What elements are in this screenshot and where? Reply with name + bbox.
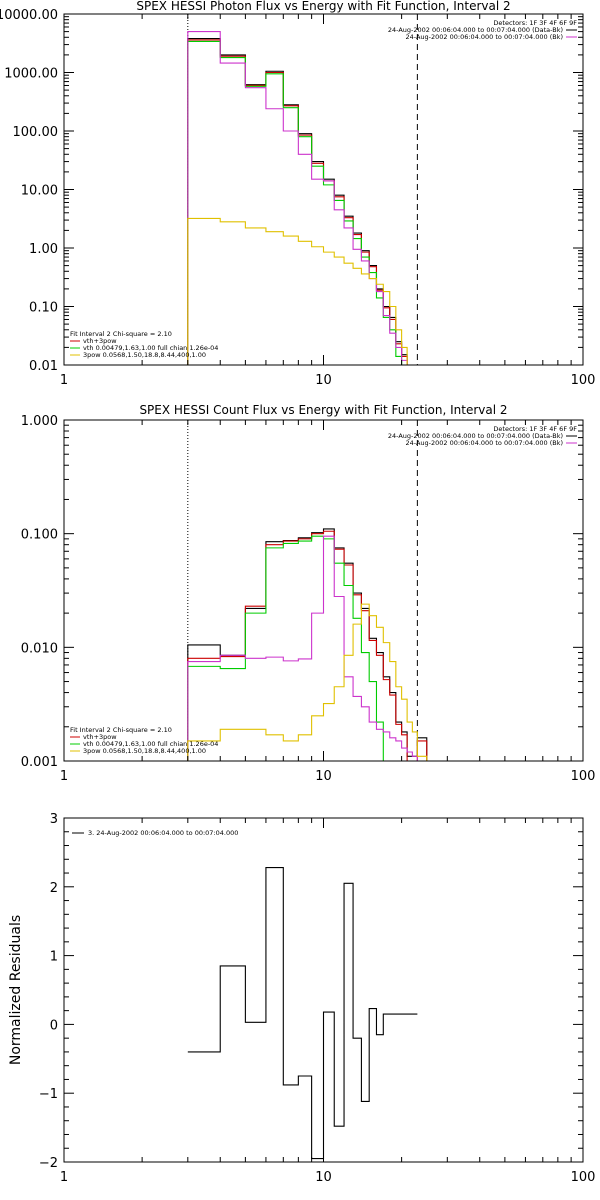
legend-item: 3pow 0.0568,1.50,18.8,8.44,400,1.00 [83, 747, 206, 755]
x-tick-label: 10 [315, 373, 332, 388]
series-line [187, 40, 403, 365]
y-tick-label: 1.00 [29, 242, 58, 257]
plot-area [187, 420, 428, 761]
x-tick-label: 10 [315, 1170, 332, 1185]
series-bk [187, 31, 408, 365]
y-tick-label: 0.01 [29, 359, 58, 374]
series-line [187, 535, 428, 761]
series-vth [187, 40, 403, 365]
legend-top-right-line: 24-Aug-2002 00:06:04.000 to 00:07:04.000… [406, 33, 563, 41]
y-tick-label: 10000.00 [0, 8, 58, 23]
legend-item: vth 0.00479,1.63,1.00 full chian 1.26e-0… [83, 344, 218, 352]
y-tick-label: 0.100 [21, 528, 58, 543]
legend-top-right-line: 24-Aug-2002 00:06:04.000 to 00:07:04.000… [388, 432, 563, 440]
series-vth [187, 535, 391, 761]
legend-top-right-line: Detectors: 1F 3F 4F 6F 9F [493, 425, 577, 433]
x-tick-label: 1 [60, 373, 68, 388]
plot-area [187, 866, 418, 1160]
series-line [187, 38, 408, 365]
y-axis-label: Normalized Residuals [8, 915, 24, 1065]
count-flux-panel: SPEX HESSI Count Flux vs Energy with Fit… [21, 403, 596, 784]
series-data-bk [187, 528, 428, 761]
series-line [187, 535, 391, 761]
plot-area [187, 14, 418, 365]
legend-top-right-line: 24-Aug-2002 00:06:04.000 to 00:07:04.000… [406, 439, 563, 447]
y-tick-label: 1 [50, 950, 58, 965]
plot-frame [63, 13, 584, 366]
legend-item: vth 0.00479,1.63,1.00 full chian 1.26e-0… [83, 740, 218, 748]
series-line [187, 31, 408, 365]
photon-flux-panel: SPEX HESSI Photon Flux vs Energy with Fi… [0, 0, 596, 388]
y-tick-label: 3 [50, 812, 58, 827]
y-tick-label: 1000.00 [4, 67, 58, 82]
chart-title: SPEX HESSI Photon Flux vs Energy with Fi… [136, 0, 510, 13]
series-bk [187, 535, 428, 761]
y-tick-label: −1 [39, 1087, 58, 1102]
x-tick-label: 1 [60, 769, 68, 784]
x-tick-label: 10 [315, 769, 332, 784]
series-line [187, 528, 428, 761]
y-tick-label: 0.10 [29, 301, 58, 316]
legend-header: Fit Interval 2 Chi-square = 2.10 [70, 726, 172, 734]
y-tick-label: −2 [39, 1156, 58, 1171]
y-tick-label: 0.001 [21, 755, 58, 770]
legend-item: 3. 24-Aug-2002 00:06:04.000 to 00:07:04.… [88, 829, 238, 837]
y-tick-label: 2 [50, 881, 58, 896]
legend-top-right-line: Detectors: 1F 3F 4F 6F 9F [493, 19, 577, 27]
y-tick-label: 0.010 [21, 641, 58, 656]
x-tick-label: 100 [571, 373, 596, 388]
y-tick-label: 1.000 [21, 414, 58, 429]
series-line [187, 603, 428, 761]
x-tick-label: 100 [571, 1170, 596, 1185]
x-tick-label: 100 [571, 769, 596, 784]
series-line [187, 217, 413, 365]
series-line [187, 866, 418, 1160]
y-tick-label: 0 [50, 1018, 58, 1033]
series-line [187, 39, 408, 365]
x-tick-label: 1 [60, 1170, 68, 1185]
series-3pow [187, 603, 428, 761]
series-3pow [187, 217, 413, 365]
residuals-panel: Normalized Residuals 1 10 100 −2 −1 0 1 2 3 3. 24-… [8, 812, 595, 1185]
legend-header: Fit Interval 2 Chi-square = 2.10 [70, 330, 172, 338]
y-tick-label: 10.00 [21, 184, 58, 199]
legend-item: vth+3pow [83, 733, 117, 741]
legend-item: vth+3pow [83, 337, 117, 345]
series-3-24-aug-2002-00-06-04-000-to-00-07-04-000 [187, 866, 418, 1160]
legend-top-right-line: 24-Aug-2002 00:06:04.000 to 00:07:04.000… [388, 26, 563, 34]
y-tick-label: 100.00 [13, 125, 59, 140]
chart-title: SPEX HESSI Count Flux vs Energy with Fit… [139, 403, 507, 417]
series-data-bk [187, 38, 408, 365]
legend-item: 3pow 0.0568,1.50,18.8,8.44,400,1.00 [83, 351, 206, 359]
series-vth-3pow [187, 39, 408, 365]
